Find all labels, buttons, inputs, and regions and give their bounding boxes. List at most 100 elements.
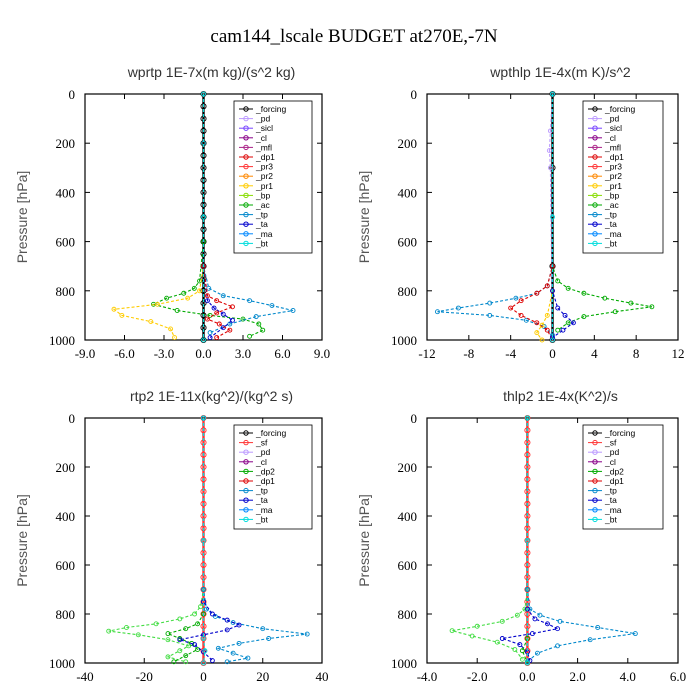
data-point xyxy=(539,322,545,328)
data-point xyxy=(260,327,266,333)
legend-marker xyxy=(592,183,598,189)
data-point xyxy=(177,648,183,654)
legend-marker xyxy=(592,507,598,513)
series-line-dp1 xyxy=(451,418,528,660)
data-point xyxy=(544,283,550,289)
series-line-tp xyxy=(202,418,308,663)
x-tick-label: -4 xyxy=(505,346,516,361)
data-point xyxy=(201,214,206,220)
data-point xyxy=(192,642,198,648)
panel-4: thlp2 1E-4x(K^2)/s Pressure [hPa] -4.0 -2.0… xyxy=(356,388,686,684)
x-tick-label: -8 xyxy=(463,346,474,361)
series-line-pr1 xyxy=(536,94,554,341)
data-point xyxy=(211,305,217,311)
data-point xyxy=(201,415,206,421)
y-tick-label: 600 xyxy=(398,235,418,250)
data-point xyxy=(519,648,525,654)
legend-marker xyxy=(243,430,249,436)
data-point xyxy=(518,312,524,318)
data-point xyxy=(555,327,561,333)
legend: _forcing_sf_pd_cl_dp2_dp1_tp_ta_ma_bt xyxy=(582,424,664,530)
data-point xyxy=(260,626,266,632)
data-point xyxy=(200,127,207,134)
legend-label: _ac xyxy=(255,200,270,210)
y-tick-label: 1000 xyxy=(49,656,75,671)
data-point xyxy=(195,621,201,627)
legend-marker xyxy=(243,516,249,523)
y-axis-label: Pressure [hPa] xyxy=(356,494,372,587)
series-line-tp xyxy=(437,94,554,336)
y-tick-label: 200 xyxy=(56,136,76,151)
data-point xyxy=(200,336,207,344)
y-tick-label: 0 xyxy=(411,87,418,102)
data-point xyxy=(183,659,189,665)
data-point xyxy=(181,290,187,296)
data-point xyxy=(171,659,177,665)
legend: _forcing_pd_sicl_cl_mfl_dp1_pr3_pr2_pr1_… xyxy=(233,100,313,254)
series-line-ac xyxy=(151,94,264,337)
data-point xyxy=(245,655,251,661)
legend-label: _sicl xyxy=(604,123,622,133)
data-point xyxy=(220,311,226,317)
y-tick-label: 400 xyxy=(398,185,418,200)
series-line-pr1 xyxy=(112,94,205,338)
legend-marker xyxy=(592,240,598,247)
data-point xyxy=(165,654,171,660)
x-tick-label: 9.0 xyxy=(314,346,330,361)
data-point xyxy=(216,321,222,327)
data-point xyxy=(201,587,206,592)
data-point xyxy=(202,648,208,654)
legend-label: _ma xyxy=(604,505,622,515)
legend-marker xyxy=(243,183,249,189)
data-point xyxy=(206,285,212,291)
legend-label: _dp2 xyxy=(255,466,275,476)
x-tick-label: -2.0 xyxy=(467,669,488,684)
data-point xyxy=(499,618,505,624)
legend-marker xyxy=(592,115,598,122)
data-point xyxy=(230,304,235,310)
y-tick-label: 800 xyxy=(56,284,76,299)
data-point xyxy=(518,298,524,304)
legend-label: _cl xyxy=(255,457,267,467)
x-tick-label: 8 xyxy=(633,346,640,361)
legend-marker xyxy=(243,173,249,179)
series-line-dp1 xyxy=(202,94,235,338)
legend-label: _bt xyxy=(604,238,617,248)
data-point xyxy=(200,312,207,319)
data-point xyxy=(214,298,220,304)
data-point xyxy=(165,631,171,637)
legend-marker xyxy=(243,487,249,494)
legend-marker xyxy=(592,211,598,218)
legend-label: _mfl xyxy=(604,142,621,152)
data-point xyxy=(253,314,259,320)
data-point xyxy=(201,660,206,666)
series-line-ta xyxy=(202,94,234,338)
data-point xyxy=(512,647,518,652)
legend-label: _dp1 xyxy=(255,476,275,486)
data-point xyxy=(165,637,171,643)
y-tick-label: 0 xyxy=(69,87,76,102)
legend-marker xyxy=(243,231,249,237)
legend-label: _bt xyxy=(604,514,617,524)
data-point xyxy=(517,642,523,648)
x-tick-label: -9.0 xyxy=(75,346,96,361)
data-point xyxy=(524,587,530,592)
legend-label: _mfl xyxy=(255,142,272,152)
legend-label: _cl xyxy=(604,457,616,467)
data-point xyxy=(207,335,213,340)
panel-title: wpthlp 1E-4x(m K)/s^2 xyxy=(489,64,631,80)
legend-marker xyxy=(592,135,598,141)
data-point xyxy=(209,611,215,617)
series-line-dp2 xyxy=(166,418,205,663)
legend-label: _sf xyxy=(255,438,268,448)
y-tick-label: 600 xyxy=(56,235,76,250)
data-point xyxy=(487,312,493,318)
legend-label: _tp xyxy=(604,486,617,496)
y-tick-label: 200 xyxy=(398,136,418,151)
legend-label: _ma xyxy=(255,229,273,239)
data-point xyxy=(649,304,655,310)
legend-marker xyxy=(243,497,249,503)
panel-title: thlp2 1E-4x(K^2)/s xyxy=(503,388,618,404)
legend-label: _cl xyxy=(604,133,616,143)
